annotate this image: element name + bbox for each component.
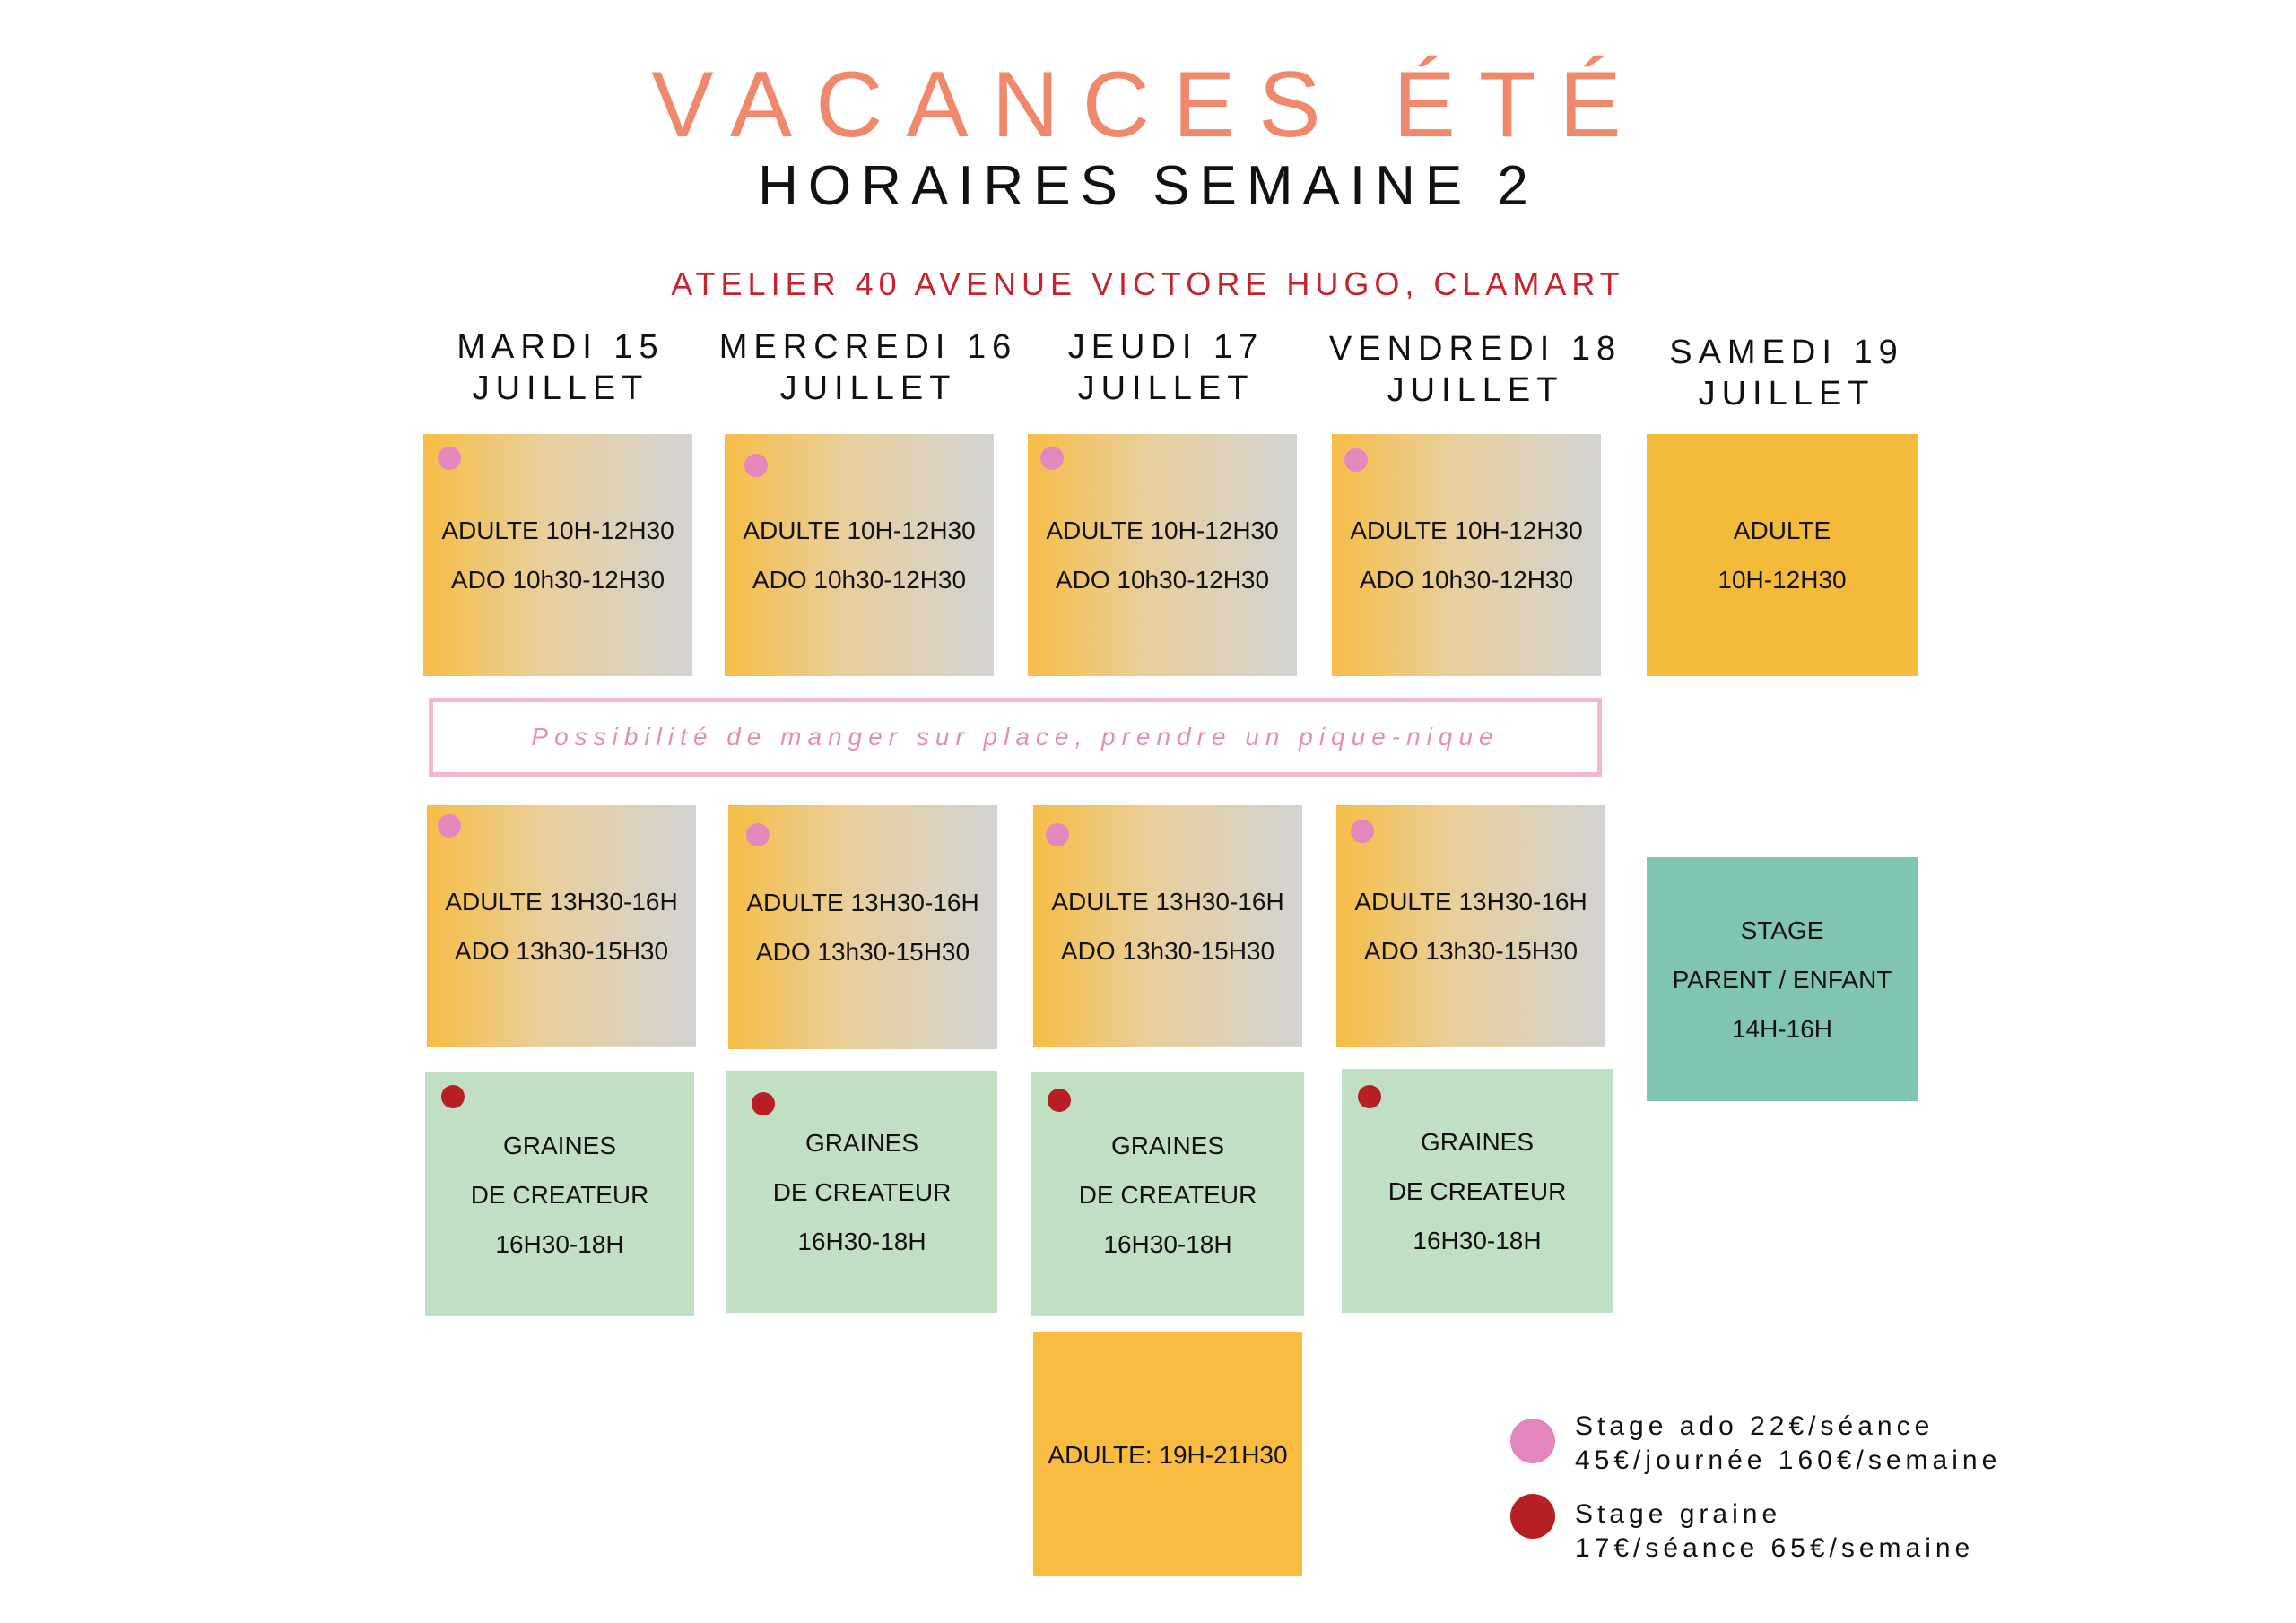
slot-line: ADULTE 13H30-16H xyxy=(1354,888,1587,916)
page-subtitle: HORAIRES SEMAINE 2 xyxy=(758,155,1538,217)
slot-line: 14H-16H xyxy=(1731,1014,1833,1043)
slot-line: GRAINES xyxy=(804,1128,919,1157)
ado-stage-dot-icon xyxy=(438,814,461,838)
day-name: SAMEDI 19 xyxy=(1669,334,1904,371)
slot-line: ADULTE 13H30-16H xyxy=(445,888,678,916)
slot-line: GRAINES xyxy=(1110,1131,1225,1159)
day-month: JUILLET xyxy=(779,369,957,407)
morning-slot-thursday: ADULTE 10H-12H30 ADO 10h30-12H30 xyxy=(1028,434,1297,676)
address: ATELIER 40 AVENUE VICTORE HUGO, CLAMART xyxy=(671,265,1625,302)
slot-line: ADO 10h30-12H30 xyxy=(752,566,967,594)
slot-line: ADULTE 10H-12H30 xyxy=(1350,516,1583,544)
slot-line: ADO 13h30-15H30 xyxy=(1363,937,1578,965)
ado-stage-dot-icon xyxy=(1344,448,1368,472)
legend-graine-line2: 17€/séance 65€/semaine xyxy=(1575,1533,1975,1563)
day-name: VENDREDI 18 xyxy=(1328,330,1622,368)
legend-ado-line1: Stage ado 22€/séance xyxy=(1575,1411,1935,1441)
slot-line: GRAINES xyxy=(502,1131,617,1159)
lunch-banner: Possibilité de manger sur place, prendre… xyxy=(429,698,1602,777)
slot-line: PARENT / ENFANT xyxy=(1672,965,1892,994)
slot-line: 16H30-18H xyxy=(1103,1229,1232,1258)
legend-graine-line1: Stage graine xyxy=(1575,1499,1782,1529)
day-month: JUILLET xyxy=(1077,369,1255,407)
slot-line: ADO 13h30-15H30 xyxy=(755,938,970,966)
morning-slot-saturday: ADULTE 10H-12H30 xyxy=(1647,434,1918,676)
slot-line: ADULTE 13H30-16H xyxy=(746,889,979,916)
slot-line: ADULTE 10H-12H30 xyxy=(441,516,674,544)
slot-line: 16H30-18H xyxy=(495,1229,624,1258)
afternoon-slot-friday: ADULTE 13H30-16H ADO 13h30-15H30 xyxy=(1336,805,1605,1047)
slot-line: ADO 10h30-12H30 xyxy=(1359,566,1574,594)
slot-line: ADULTE 10H-12H30 xyxy=(743,516,976,544)
lunch-banner-text: Possibilité de manger sur place, prendre… xyxy=(531,723,1500,751)
slot-line: DE CREATEUR xyxy=(772,1177,952,1206)
day-name: JEUDI 17 xyxy=(1067,328,1265,366)
slot-line: DE CREATEUR xyxy=(1387,1176,1567,1205)
slot-line: GRAINES xyxy=(1420,1127,1535,1156)
ado-stage-dot-icon xyxy=(438,447,461,470)
afternoon-slot-wednesday: ADULTE 13H30-16H ADO 13h30-15H30 xyxy=(728,805,997,1049)
day-name: MERCREDI 16 xyxy=(718,328,1018,366)
evening-slot-thursday: ADULTE: 19H-21H30 xyxy=(1033,1332,1302,1576)
ado-stage-dot-icon xyxy=(746,823,770,846)
legend-graine-dot-icon xyxy=(1510,1494,1555,1539)
ado-stage-dot-icon xyxy=(1046,823,1069,846)
slot-line: DE CREATEUR xyxy=(470,1180,649,1209)
ado-stage-dot-icon xyxy=(1040,447,1064,470)
legend-ado-dot-icon xyxy=(1510,1419,1555,1463)
legend-graine: Stage graine 17€/séance 65€/semaine xyxy=(1575,1497,1974,1566)
day-month: JUILLET xyxy=(1698,375,1875,412)
afternoon-slot-saturday: STAGE PARENT / ENFANT 14H-16H xyxy=(1647,857,1918,1101)
slot-line: ADO 10h30-12H30 xyxy=(1055,566,1270,594)
day-month: JUILLET xyxy=(472,369,649,407)
slot-line: 16H30-18H xyxy=(1413,1226,1542,1254)
graine-stage-dot-icon xyxy=(1358,1085,1381,1108)
graines-slot-thursday: GRAINES DE CREATEUR 16H30-18H xyxy=(1031,1072,1304,1316)
slot-line: 10H-12H30 xyxy=(1718,566,1847,594)
morning-slot-tuesday: ADULTE 10H-12H30 ADO 10h30-12H30 xyxy=(423,434,692,676)
slot-line: ADULTE xyxy=(1733,516,1831,544)
slot-line: DE CREATEUR xyxy=(1078,1180,1257,1209)
day-header-friday: VENDREDI 18 JUILLET xyxy=(1314,328,1637,411)
slot-line: ADULTE: 19H-21H30 xyxy=(1048,1440,1288,1469)
day-month: JUILLET xyxy=(1387,371,1564,409)
day-name: MARDI 15 xyxy=(457,328,665,366)
graines-slot-wednesday: GRAINES DE CREATEUR 16H30-18H xyxy=(726,1071,997,1313)
graine-stage-dot-icon xyxy=(752,1092,775,1115)
slot-line: ADO 10h30-12H30 xyxy=(450,566,665,594)
morning-slot-wednesday: ADULTE 10H-12H30 ADO 10h30-12H30 xyxy=(725,434,994,676)
day-header-saturday: SAMEDI 19 JUILLET xyxy=(1625,332,1948,414)
legend-ado-line2: 45€/journée 160€/semaine xyxy=(1575,1445,2002,1475)
graines-slot-tuesday: GRAINES DE CREATEUR 16H30-18H xyxy=(425,1072,694,1316)
ado-stage-dot-icon xyxy=(744,454,768,477)
morning-slot-friday: ADULTE 10H-12H30 ADO 10h30-12H30 xyxy=(1332,434,1601,676)
day-header-wednesday: MERCREDI 16 JUILLET xyxy=(707,326,1030,409)
day-header-thursday: JEUDI 17 JUILLET xyxy=(1004,326,1327,409)
graine-stage-dot-icon xyxy=(1048,1089,1071,1112)
page-title: VACANCES ÉTÉ xyxy=(651,53,1645,157)
slot-line: ADULTE 10H-12H30 xyxy=(1046,516,1279,544)
slot-line: ADULTE 13H30-16H xyxy=(1051,888,1284,916)
slot-line: ADO 13h30-15H30 xyxy=(454,937,669,965)
graine-stage-dot-icon xyxy=(441,1085,465,1108)
day-header-tuesday: MARDI 15 JUILLET xyxy=(399,326,722,409)
afternoon-slot-tuesday: ADULTE 13H30-16H ADO 13h30-15H30 xyxy=(427,805,696,1047)
afternoon-slot-thursday: ADULTE 13H30-16H ADO 13h30-15H30 xyxy=(1033,805,1302,1047)
slot-line: 16H30-18H xyxy=(797,1227,926,1255)
graines-slot-friday: GRAINES DE CREATEUR 16H30-18H xyxy=(1342,1069,1613,1313)
ado-stage-dot-icon xyxy=(1351,820,1374,843)
legend-ado: Stage ado 22€/séance 45€/journée 160€/se… xyxy=(1575,1410,2001,1478)
slot-line: ADO 13h30-15H30 xyxy=(1060,937,1275,965)
slot-line: STAGE xyxy=(1740,916,1824,944)
